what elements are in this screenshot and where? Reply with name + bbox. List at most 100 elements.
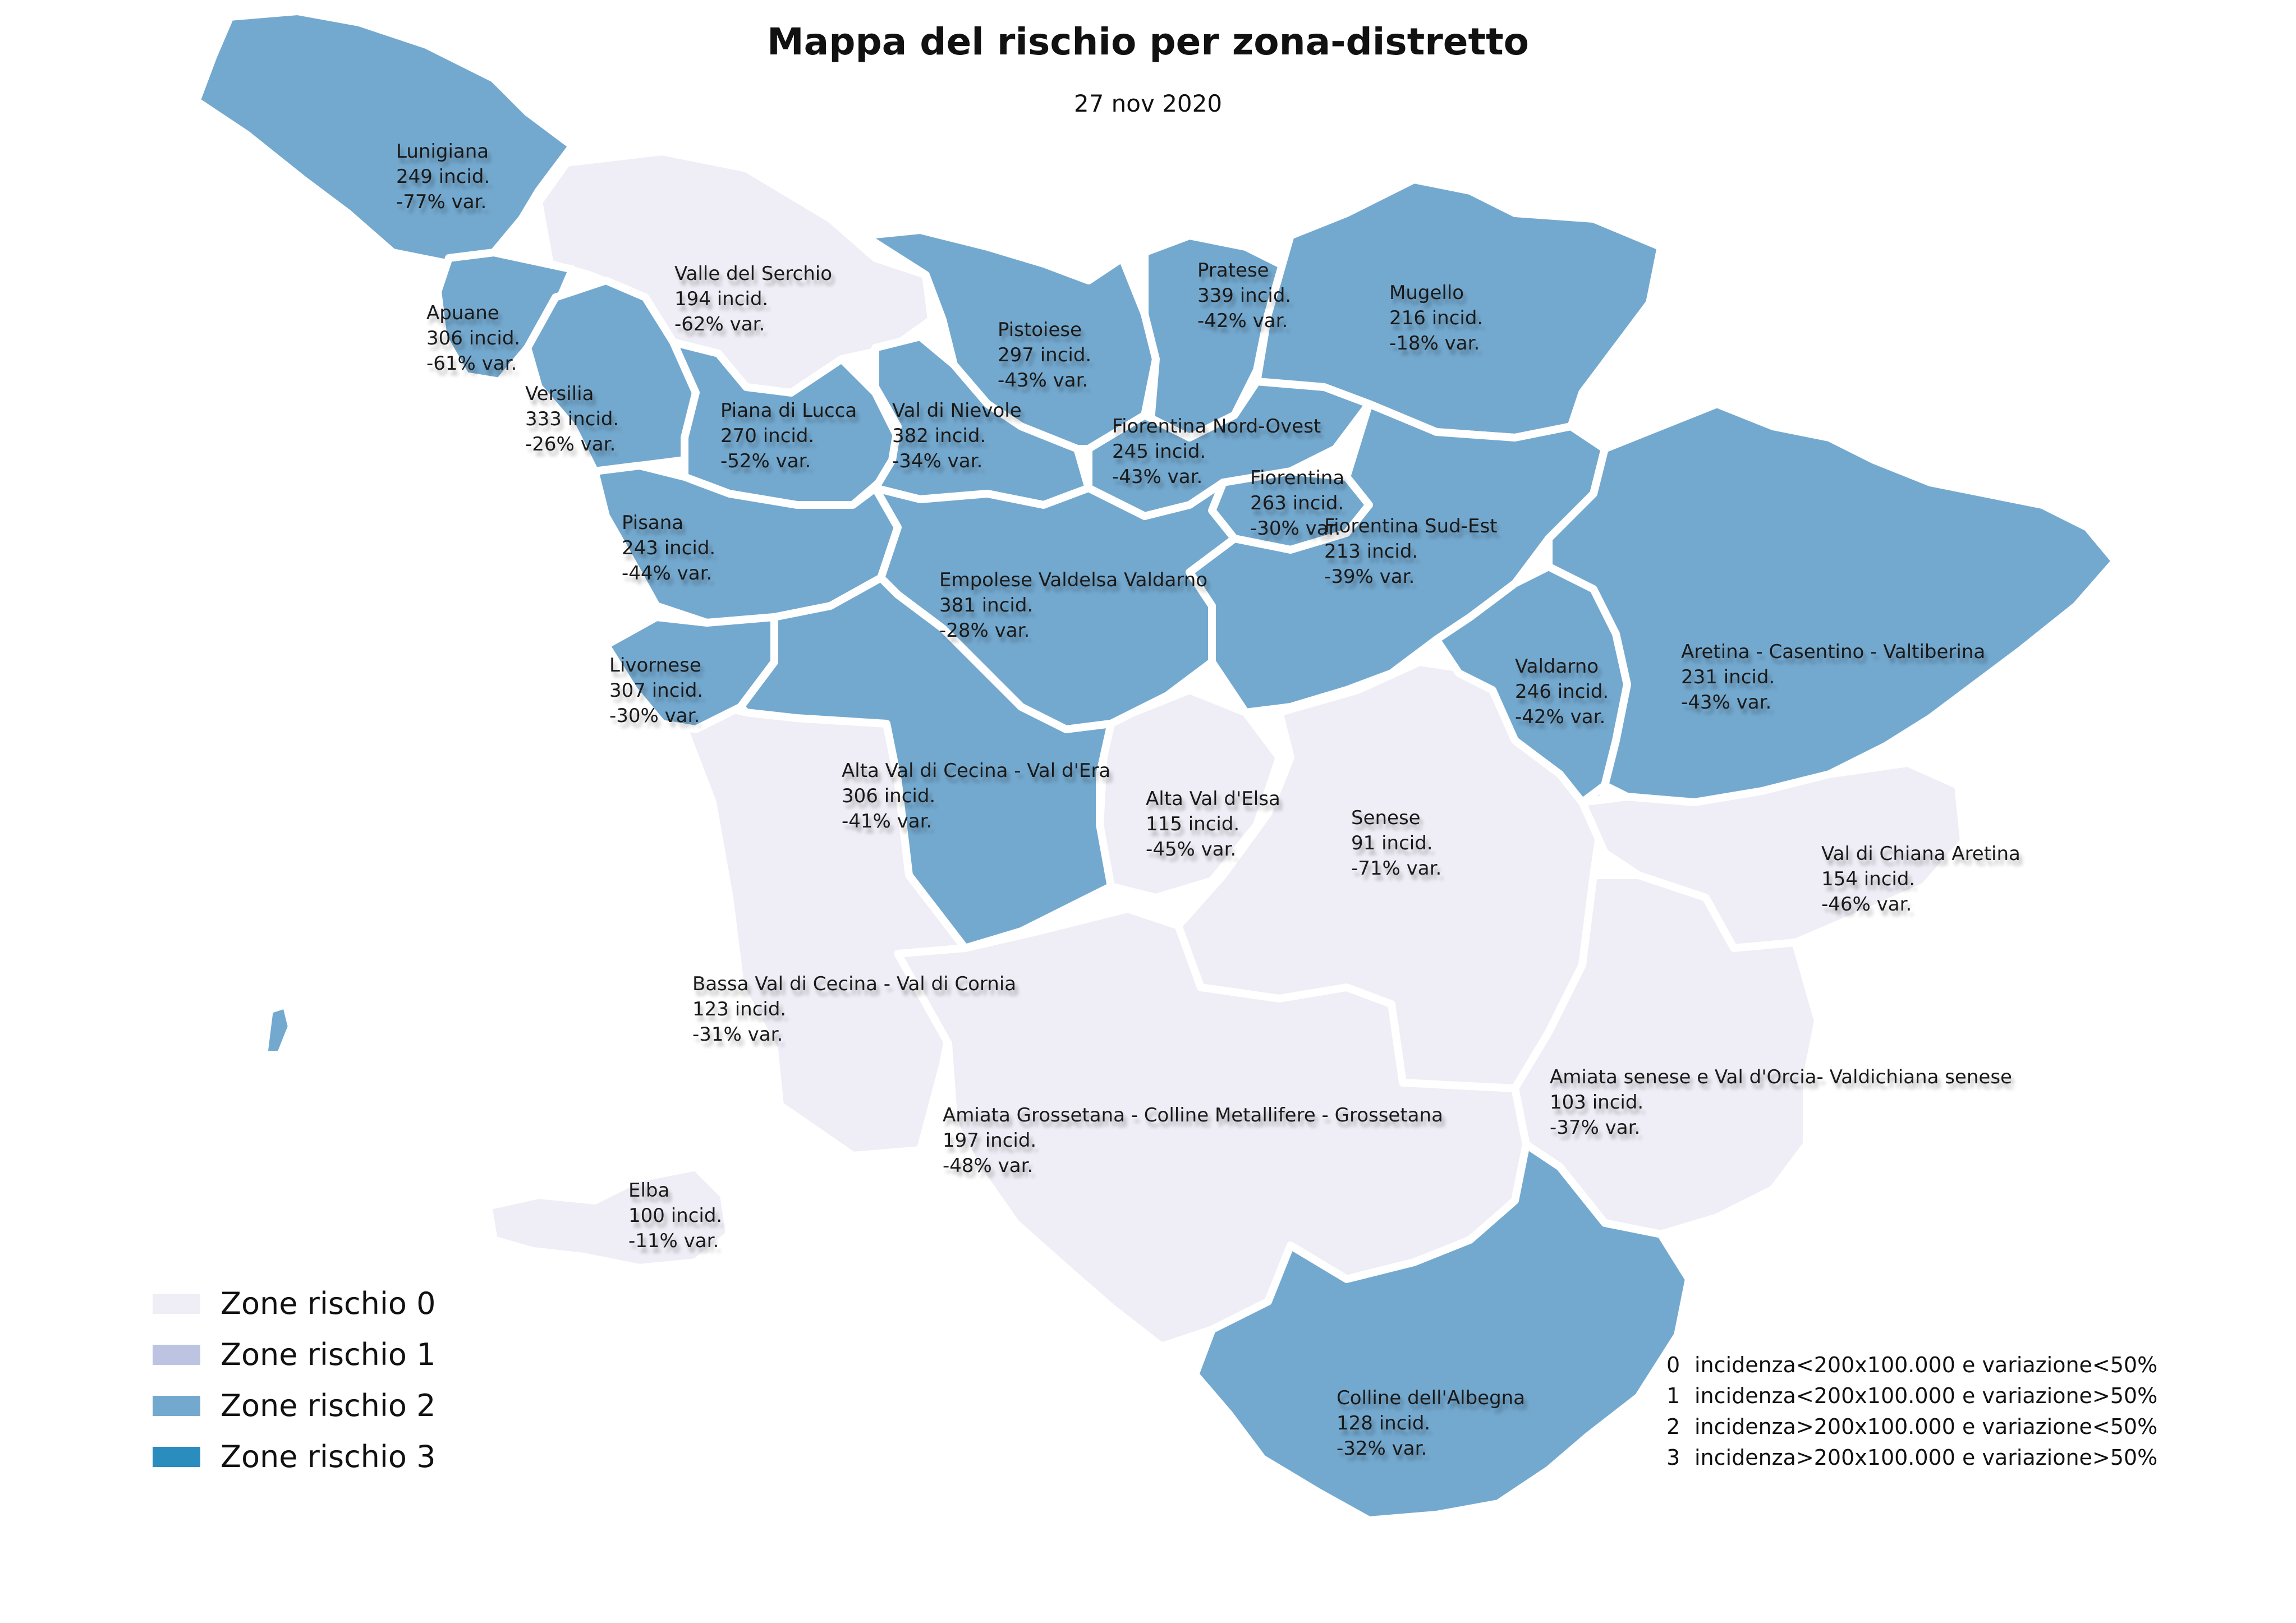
map-title: Mappa del rischio per zona-distretto: [767, 20, 1529, 63]
legend-label: Zone rischio 3: [221, 1439, 436, 1474]
criteria-level: 2: [1666, 1414, 1680, 1439]
criteria-level: 1: [1666, 1383, 1680, 1408]
zone-variation: -61% var.: [426, 352, 517, 375]
zone-incidence: 154 incid.: [1821, 868, 1916, 890]
risk-criteria: 0 incidenza<200x100.000 e variazione<50% …: [1666, 1350, 2157, 1473]
zone-name: Senese: [1351, 807, 1421, 829]
zone-lunigiana[interactable]: [192, 7, 576, 268]
zone-elba-islet: [260, 1000, 296, 1059]
zone-incidence: 245 incid.: [1112, 440, 1206, 463]
zone-incidence: 197 incid.: [943, 1129, 1037, 1152]
legend-swatch: [153, 1293, 200, 1314]
zone-variation: -32% var.: [1337, 1437, 1427, 1460]
zone-name: Empolese Valdelsa Valdarno: [939, 569, 1208, 591]
zone-label-val-di-nievole: Val di Nievole 382 incid. -34% var.: [892, 398, 1022, 474]
zone-variation: -18% var.: [1389, 332, 1480, 355]
legend-swatch: [153, 1344, 200, 1365]
zone-incidence: 246 incid.: [1515, 681, 1609, 703]
zone-incidence: 100 incid.: [628, 1204, 723, 1227]
zone-variation: -30% var.: [1250, 517, 1341, 540]
zone-variation: -39% var.: [1324, 565, 1415, 588]
zone-variation: -77% var.: [396, 191, 487, 213]
criteria-text: incidenza>200x100.000 e variazione>50%: [1695, 1445, 2158, 1470]
legend-item-risk-1[interactable]: Zone rischio 1: [153, 1329, 435, 1380]
legend-swatch: [153, 1446, 200, 1467]
legend-item-risk-3[interactable]: Zone rischio 3: [153, 1431, 435, 1482]
legend-item-risk-2[interactable]: Zone rischio 2: [153, 1380, 435, 1431]
zone-incidence: 333 incid.: [525, 408, 619, 430]
map-date: 27 nov 2020: [1073, 90, 1223, 117]
zone-variation: -37% var.: [1550, 1116, 1641, 1139]
zone-incidence: 243 incid.: [622, 537, 716, 559]
zone-name: Bassa Val di Cecina - Val di Cornia: [692, 973, 1017, 995]
criteria-level: 0: [1666, 1353, 1680, 1377]
zone-name: Livornese: [609, 654, 701, 677]
zone-aretina-casentino-valtiberina[interactable]: [1545, 400, 2119, 806]
zone-label-amiata-senese: Amiata senese e Val d'Orcia- Valdichiana…: [1550, 1065, 2012, 1141]
zone-variation: -44% var.: [622, 562, 713, 585]
criteria-item: 0 incidenza<200x100.000 e variazione<50%: [1666, 1350, 2157, 1381]
zone-label-versilia: Versilia 333 incid. -26% var.: [525, 381, 619, 457]
zone-variation: -46% var.: [1821, 893, 1912, 916]
zone-alta-val-di-cecina-val-d-era[interactable]: [737, 574, 1115, 952]
zone-name: Amiata senese e Val d'Orcia- Valdichiana…: [1550, 1066, 2012, 1088]
zone-name: Lunigiana: [396, 140, 489, 163]
zone-incidence: 103 incid.: [1550, 1091, 1644, 1114]
zone-name: Valdarno: [1515, 655, 1599, 678]
zone-name: Pisana: [622, 512, 684, 534]
zone-colline-dell-albegna[interactable]: [1191, 1141, 1693, 1524]
zone-label-mugello: Mugello 216 incid. -18% var.: [1389, 281, 1483, 356]
zone-label-pratese: Pratese 339 incid. -42% var.: [1197, 258, 1291, 334]
zone-name: Mugello: [1389, 282, 1464, 304]
zone-label-fiorentina-sud-est: Fiorentina Sud-Est 213 incid. -39% var.: [1324, 514, 1498, 590]
criteria-item: 1 incidenza<200x100.000 e variazione>50%: [1666, 1381, 2157, 1411]
zone-variation: -62% var.: [674, 313, 765, 335]
zone-label-valle-del-serchio: Valle del Serchio 194 incid. -62% var.: [674, 261, 832, 337]
zone-variation: -43% var.: [1681, 691, 1772, 714]
criteria-text: incidenza<200x100.000 e variazione>50%: [1695, 1383, 2158, 1408]
zone-name: Apuane: [426, 302, 499, 324]
legend-swatch: [153, 1395, 200, 1416]
zone-apuane[interactable]: [434, 249, 576, 385]
zone-name: Colline dell'Albegna: [1337, 1387, 1526, 1409]
legend-label: Zone rischio 1: [221, 1337, 436, 1372]
zone-elba[interactable]: [484, 1163, 733, 1272]
zone-variation: -42% var.: [1515, 706, 1606, 728]
zone-label-apuane: Apuane 306 incid. -61% var.: [426, 301, 520, 376]
zone-incidence: 123 incid.: [692, 998, 787, 1020]
zone-incidence: 381 incid.: [939, 594, 1034, 617]
zone-variation: -31% var.: [692, 1023, 783, 1046]
criteria-text: incidenza<200x100.000 e variazione<50%: [1695, 1353, 2158, 1377]
zone-label-aretina-casentino-valtiberina: Aretina - Casentino - Valtiberina 231 in…: [1681, 640, 1985, 715]
zone-label-colline-dell-albegna: Colline dell'Albegna 128 incid. -32% var…: [1337, 1386, 1525, 1461]
zone-fiorentina-sud-est[interactable]: [1186, 400, 1609, 716]
zone-label-elba: Elba 100 incid. -11% var.: [628, 1178, 722, 1254]
zone-incidence: 297 incid.: [998, 344, 1092, 366]
zone-incidence: 382 incid.: [892, 425, 986, 447]
zone-label-senese: Senese 91 incid. -71% var.: [1351, 806, 1441, 881]
zone-name: Pistoiese: [998, 319, 1082, 341]
zone-incidence: 249 incid.: [396, 165, 490, 188]
zone-label-val-di-chiana-aretina: Val di Chiana Aretina 154 incid. -46% va…: [1821, 842, 2021, 917]
zone-name: Valle del Serchio: [674, 263, 833, 285]
criteria-item: 2 incidenza>200x100.000 e variazione<50%: [1666, 1411, 2157, 1442]
zone-incidence: 339 incid.: [1197, 284, 1292, 307]
zone-variation: -48% var.: [943, 1155, 1034, 1177]
legend-label: Zone rischio 0: [221, 1286, 436, 1321]
zone-name: Versilia: [525, 383, 594, 405]
zone-variation: -28% var.: [939, 619, 1030, 642]
zone-incidence: 263 incid.: [1250, 492, 1344, 514]
zone-name: Aretina - Casentino - Valtiberina: [1681, 641, 1986, 663]
legend-item-risk-0[interactable]: Zone rischio 0: [153, 1278, 435, 1329]
zone-name: Piana di Lucca: [720, 399, 857, 422]
zone-variation: -52% var.: [720, 450, 811, 472]
zone-incidence: 270 incid.: [720, 425, 815, 447]
zone-incidence: 231 incid.: [1681, 666, 1775, 688]
zone-amiata-senese-valdichiana-senese[interactable]: [1511, 871, 1822, 1238]
zone-incidence: 306 incid.: [426, 327, 521, 350]
zone-variation: -34% var.: [892, 450, 983, 472]
zone-label-alta-val-di-cecina-val-d-era: Alta Val di Cecina - Val d'Era 306 incid…: [842, 758, 1110, 834]
zone-incidence: 307 incid.: [609, 679, 704, 702]
zone-label-valdarno: Valdarno 246 incid. -42% var.: [1515, 654, 1609, 730]
